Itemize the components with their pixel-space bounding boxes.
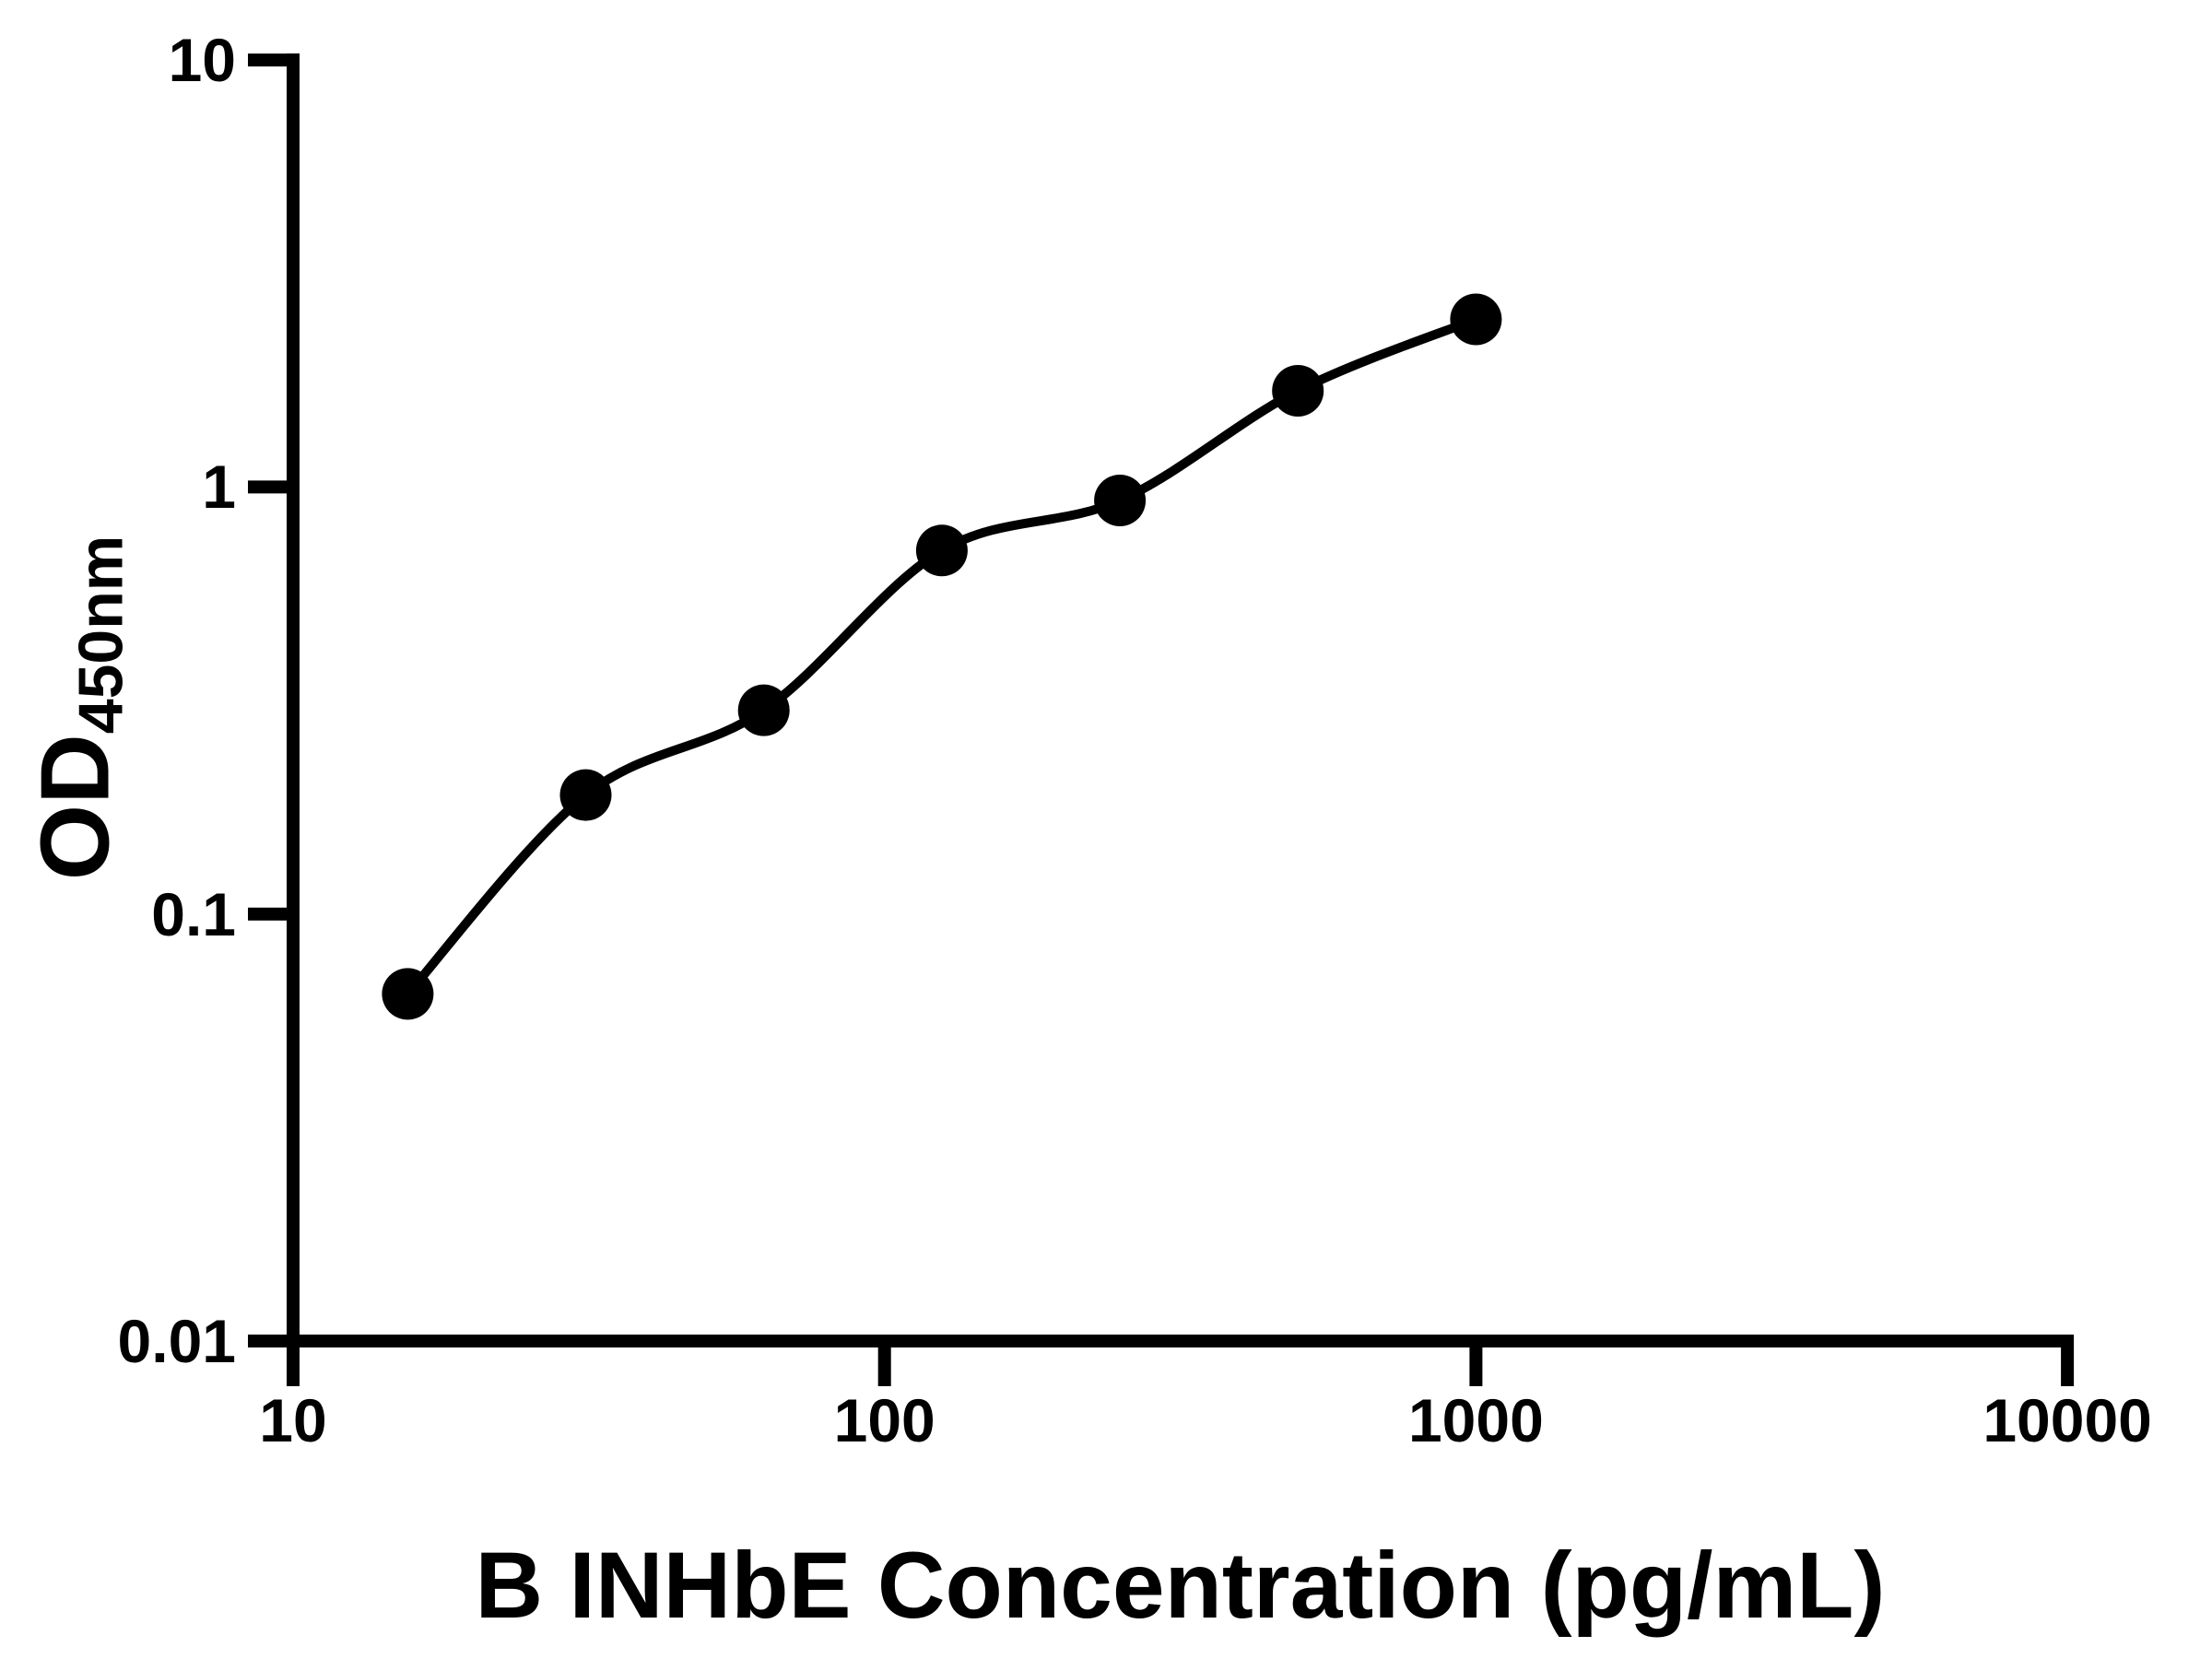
y-tick-label-10: 10 — [168, 26, 236, 95]
x-tick-label-10000: 10000 — [1983, 1386, 2152, 1454]
data-point-marker-4 — [915, 524, 968, 577]
x-tick-label-10: 10 — [259, 1386, 327, 1454]
data-point-marker-3 — [737, 684, 790, 736]
y-axis-title: OD450nm — [21, 535, 136, 880]
data-point-marker-6 — [1272, 365, 1324, 417]
y-axis-title-subscript: 450nm — [65, 535, 136, 735]
y-tick-label-0.1: 0.1 — [151, 879, 236, 948]
axis-spines — [287, 53, 2074, 1347]
x-tick-label-100: 100 — [833, 1386, 935, 1454]
y-tick-label-0.01: 0.01 — [117, 1307, 236, 1375]
fit-curve — [403, 314, 1481, 999]
data-point-marker-5 — [1094, 475, 1147, 526]
data-point-marker-2 — [559, 769, 612, 821]
data-point-marker-7 — [1450, 293, 1502, 346]
y-axis-title-main: OD — [20, 734, 130, 881]
data-point-marker-1 — [382, 968, 434, 1020]
y-tick-label-1: 1 — [202, 453, 236, 522]
x-axis-title: B INHbE Concentration (pg/mL) — [475, 1533, 1886, 1638]
x-tick-label-1000: 1000 — [1407, 1386, 1544, 1454]
